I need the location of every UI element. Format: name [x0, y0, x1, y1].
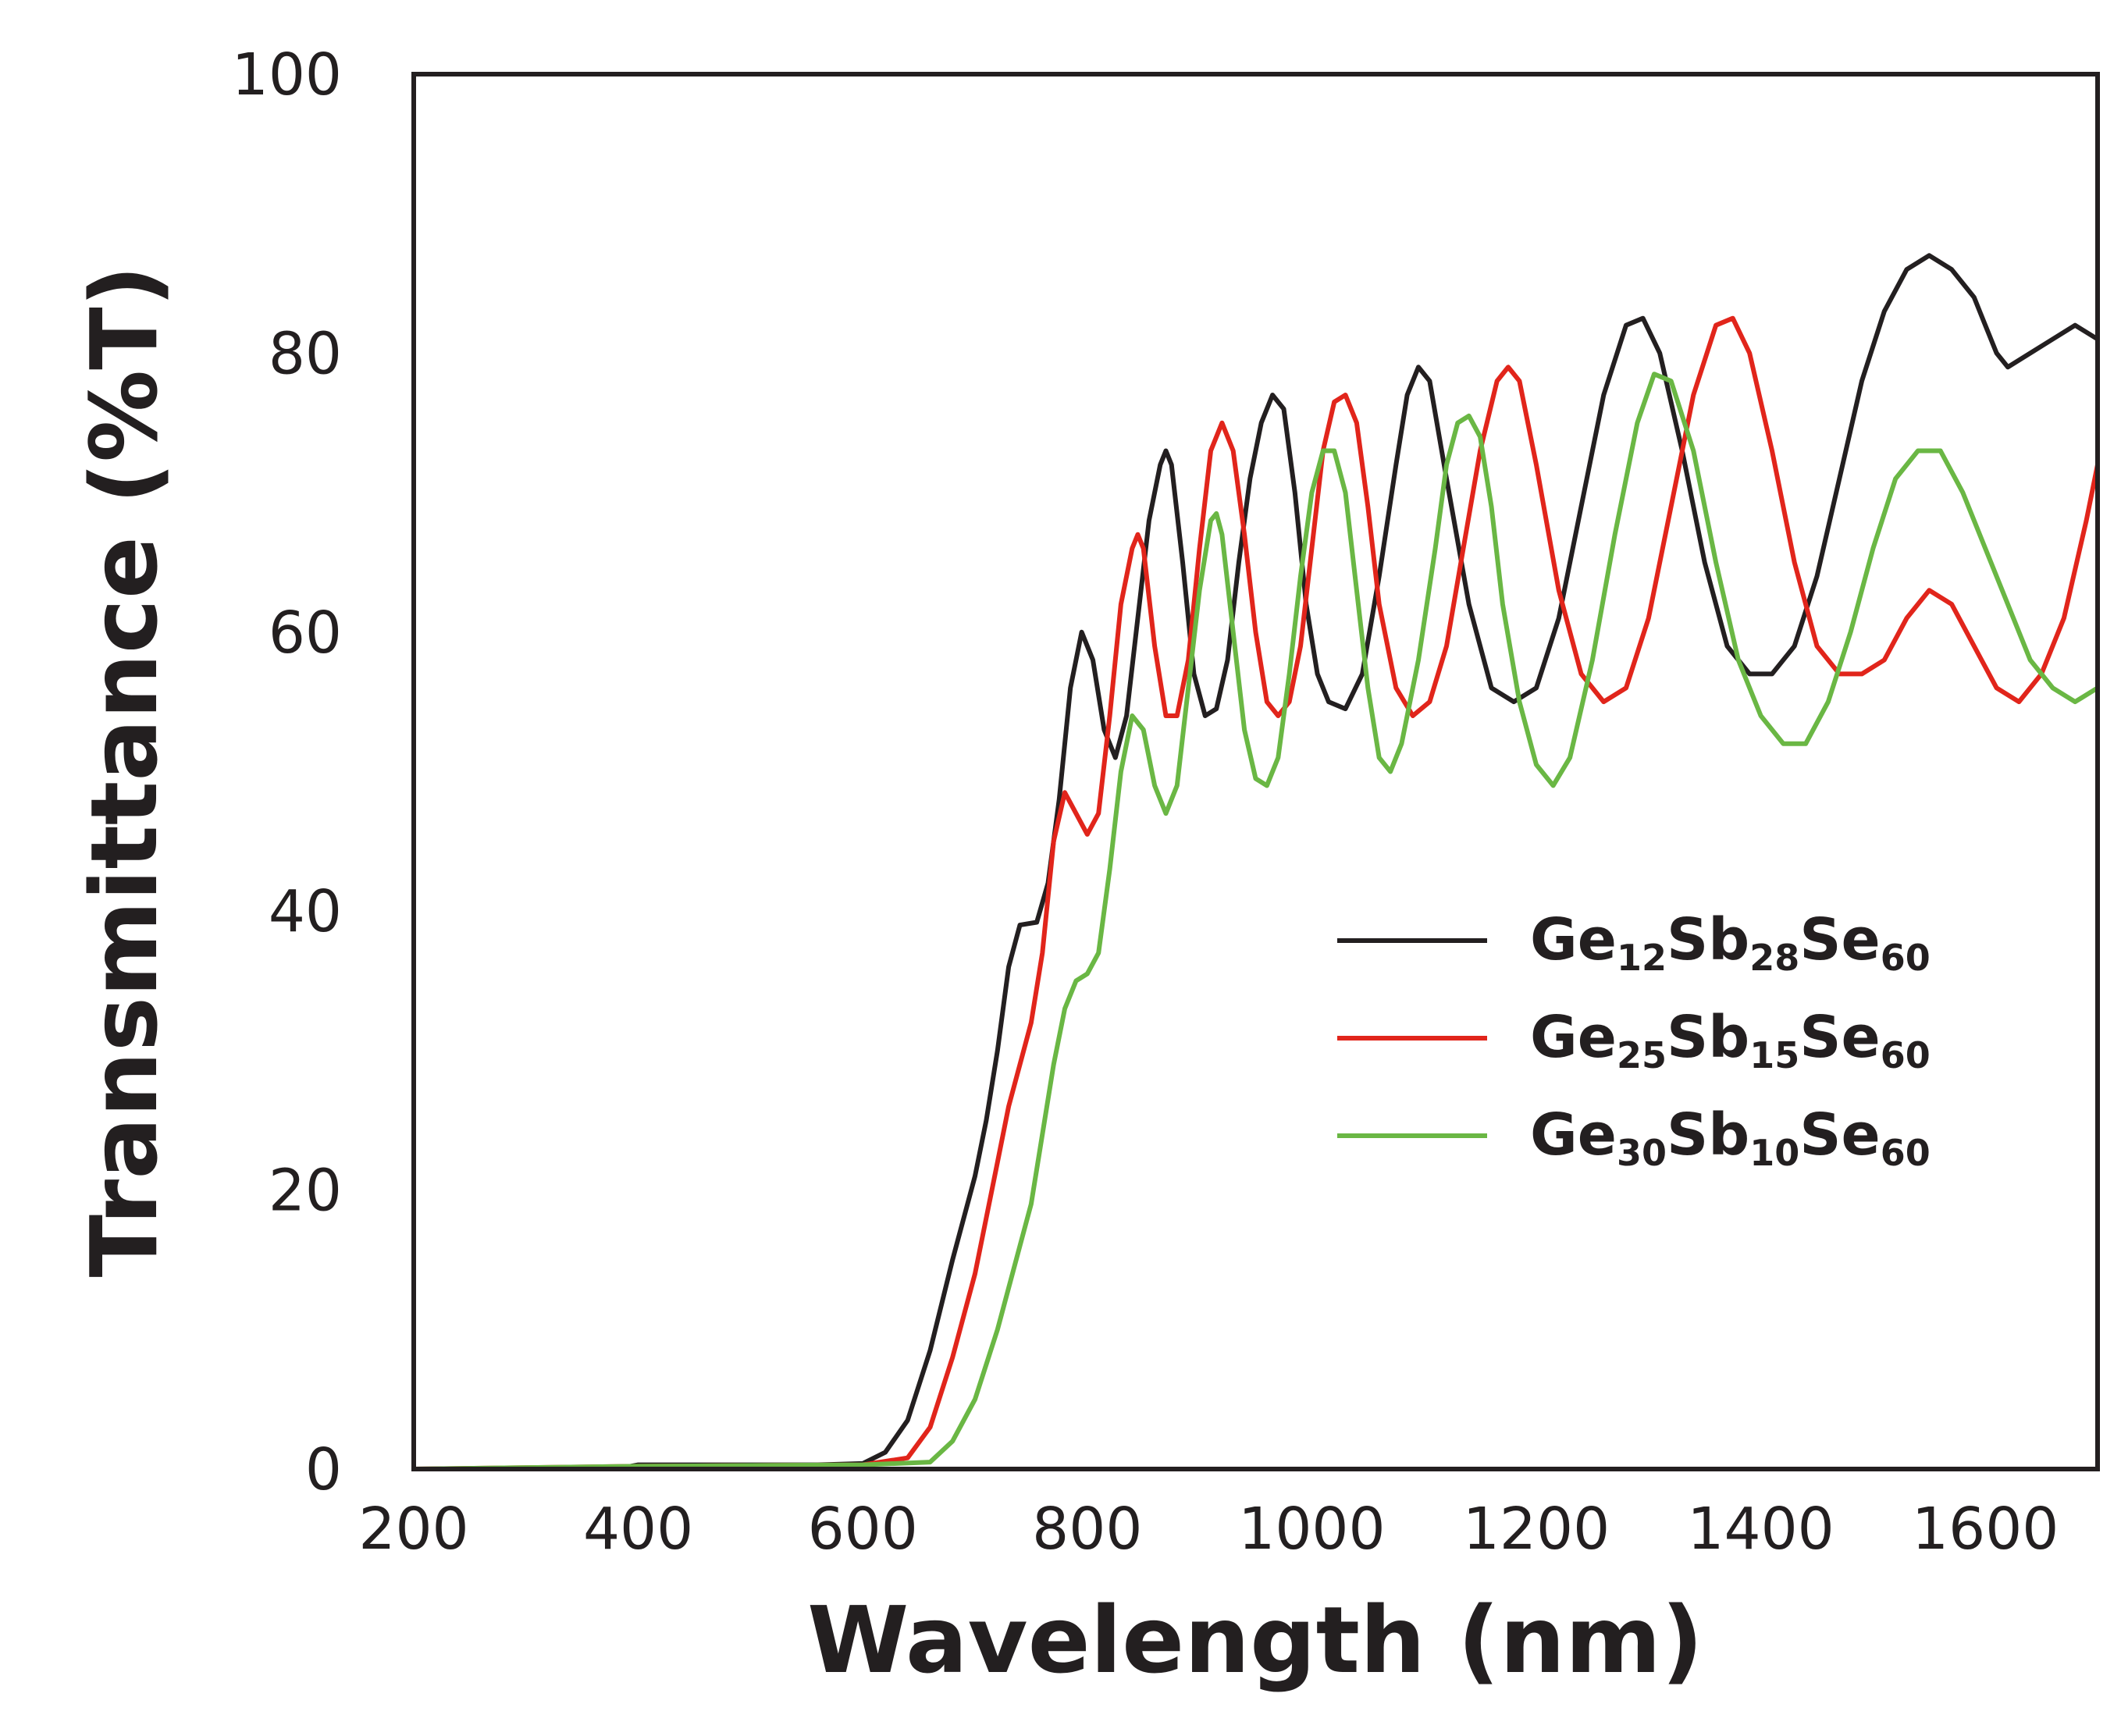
y-axis-ticks: 0 20 40 60 80 100 — [232, 41, 342, 1503]
x-axis-title: Wavelength (nm) — [807, 1586, 1703, 1694]
x-tick-label: 400 — [583, 1496, 693, 1563]
x-tick-label: 1400 — [1687, 1496, 1834, 1563]
y-tick-label: 20 — [269, 1158, 342, 1225]
x-tick-label: 200 — [358, 1496, 468, 1563]
y-tick-label: 100 — [232, 41, 342, 108]
x-axis-ticks: 200 400 600 800 1000 1200 1400 1600 — [358, 1496, 2059, 1563]
y-tick-label: 80 — [269, 320, 342, 387]
x-tick-label: 1600 — [1912, 1496, 2059, 1563]
series-layer — [414, 253, 2098, 1469]
y-tick-label: 60 — [269, 599, 342, 667]
x-tick-label: 800 — [1032, 1496, 1142, 1563]
x-tick-label: 600 — [808, 1496, 918, 1563]
legend-label-3: Ge30Sb10Se60 — [1530, 1101, 1931, 1174]
series-line-1 — [414, 253, 2098, 1469]
plot-frame — [411, 72, 2100, 1471]
x-tick-label: 1000 — [1238, 1496, 1385, 1563]
series-line-3 — [414, 372, 2098, 1469]
legend-label-1: Ge12Sb28Se60 — [1530, 906, 1931, 979]
series-line-2 — [414, 315, 2098, 1469]
legend-label-2: Ge25Sb15Se60 — [1530, 1004, 1931, 1076]
legend: Ge12Sb28Se60 Ge25Sb15Se60 Ge30Sb10Se60 — [1337, 906, 1931, 1174]
y-tick-label: 0 — [305, 1436, 342, 1503]
y-axis-title: Transmittance (%T) — [70, 265, 178, 1277]
y-tick-label: 40 — [269, 878, 342, 945]
x-tick-label: 1200 — [1463, 1496, 1610, 1563]
